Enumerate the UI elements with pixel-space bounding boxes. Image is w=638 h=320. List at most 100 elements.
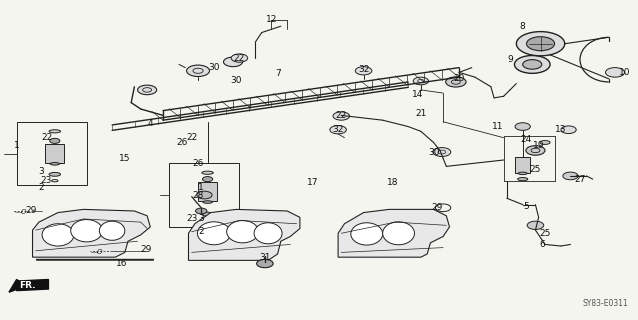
Text: 22: 22 bbox=[234, 53, 245, 62]
Circle shape bbox=[413, 77, 429, 85]
Polygon shape bbox=[9, 279, 26, 292]
Text: 20: 20 bbox=[454, 74, 464, 83]
Ellipse shape bbox=[50, 138, 60, 143]
Ellipse shape bbox=[517, 178, 528, 181]
Ellipse shape bbox=[202, 212, 213, 216]
Circle shape bbox=[516, 32, 565, 56]
Text: 19: 19 bbox=[533, 141, 544, 150]
Text: 30: 30 bbox=[230, 76, 242, 85]
Text: 32: 32 bbox=[358, 65, 369, 74]
Ellipse shape bbox=[540, 140, 550, 144]
Ellipse shape bbox=[202, 177, 212, 182]
Ellipse shape bbox=[50, 163, 59, 165]
Text: 10: 10 bbox=[619, 68, 630, 77]
Text: FR.: FR. bbox=[19, 281, 36, 290]
Text: 23: 23 bbox=[186, 214, 197, 223]
Bar bbox=[17, 122, 87, 186]
Text: 17: 17 bbox=[307, 178, 318, 187]
Circle shape bbox=[256, 260, 273, 268]
Text: 26: 26 bbox=[192, 159, 204, 168]
Polygon shape bbox=[33, 209, 151, 257]
Circle shape bbox=[355, 67, 372, 75]
Ellipse shape bbox=[71, 220, 103, 242]
Text: 9: 9 bbox=[507, 55, 513, 64]
Text: 22: 22 bbox=[41, 133, 52, 142]
Circle shape bbox=[186, 65, 209, 76]
Text: 29: 29 bbox=[431, 203, 443, 212]
Circle shape bbox=[561, 126, 576, 133]
Text: 2: 2 bbox=[198, 227, 204, 236]
Text: 4: 4 bbox=[147, 119, 153, 128]
Circle shape bbox=[223, 57, 242, 67]
Text: 14: 14 bbox=[412, 90, 424, 99]
Text: 22: 22 bbox=[186, 133, 197, 142]
Text: 1: 1 bbox=[198, 183, 204, 192]
Text: 30: 30 bbox=[428, 148, 440, 156]
Polygon shape bbox=[338, 209, 450, 257]
Circle shape bbox=[526, 37, 554, 51]
Circle shape bbox=[527, 221, 544, 229]
Ellipse shape bbox=[42, 224, 74, 246]
Ellipse shape bbox=[49, 172, 61, 176]
Ellipse shape bbox=[254, 223, 282, 244]
Text: 24: 24 bbox=[520, 135, 531, 144]
Circle shape bbox=[197, 191, 212, 199]
Circle shape bbox=[195, 208, 207, 214]
Text: SY83-E0311: SY83-E0311 bbox=[582, 299, 628, 308]
Text: 1: 1 bbox=[14, 141, 20, 150]
Ellipse shape bbox=[197, 222, 230, 245]
Ellipse shape bbox=[203, 201, 212, 203]
Text: 21: 21 bbox=[415, 109, 427, 118]
Ellipse shape bbox=[49, 130, 61, 133]
Circle shape bbox=[514, 55, 550, 73]
Text: 26: 26 bbox=[177, 138, 188, 147]
Bar bbox=[170, 163, 239, 227]
Text: 3: 3 bbox=[38, 167, 43, 176]
Circle shape bbox=[333, 112, 350, 120]
Text: 5: 5 bbox=[523, 202, 529, 211]
Text: 2: 2 bbox=[38, 183, 43, 192]
Text: 30: 30 bbox=[208, 63, 219, 72]
Text: 16: 16 bbox=[116, 259, 128, 268]
Text: 29: 29 bbox=[26, 206, 37, 215]
Ellipse shape bbox=[100, 221, 125, 240]
Bar bbox=[515, 157, 530, 173]
Text: 31: 31 bbox=[259, 253, 271, 262]
Polygon shape bbox=[188, 209, 300, 260]
Text: 22: 22 bbox=[336, 111, 347, 120]
Circle shape bbox=[330, 125, 346, 134]
Text: 11: 11 bbox=[491, 122, 503, 131]
Ellipse shape bbox=[202, 171, 213, 174]
Circle shape bbox=[563, 172, 578, 180]
Bar bbox=[198, 182, 217, 201]
Ellipse shape bbox=[383, 222, 415, 245]
Text: 18: 18 bbox=[387, 178, 398, 187]
Text: 3: 3 bbox=[198, 214, 204, 223]
Text: —O: —O bbox=[15, 209, 27, 215]
Text: 7: 7 bbox=[275, 69, 281, 78]
Text: 25: 25 bbox=[530, 165, 541, 174]
Circle shape bbox=[446, 77, 466, 87]
Text: 12: 12 bbox=[265, 15, 277, 24]
Circle shape bbox=[523, 60, 542, 69]
Text: 15: 15 bbox=[119, 154, 131, 163]
Text: 27: 27 bbox=[574, 175, 586, 184]
Circle shape bbox=[605, 68, 625, 77]
Text: 25: 25 bbox=[539, 229, 551, 238]
Ellipse shape bbox=[351, 223, 383, 245]
Ellipse shape bbox=[518, 172, 527, 175]
Text: 13: 13 bbox=[555, 125, 567, 134]
Circle shape bbox=[526, 146, 545, 155]
Circle shape bbox=[433, 148, 451, 156]
Text: 28: 28 bbox=[192, 190, 204, 200]
Polygon shape bbox=[17, 279, 48, 291]
Text: 32: 32 bbox=[332, 125, 344, 134]
Text: 8: 8 bbox=[520, 22, 526, 31]
Circle shape bbox=[138, 85, 157, 95]
Text: 6: 6 bbox=[539, 240, 545, 249]
Text: 23: 23 bbox=[41, 176, 52, 185]
Bar bbox=[45, 144, 64, 163]
Circle shape bbox=[515, 123, 530, 130]
Text: 29: 29 bbox=[140, 245, 152, 254]
Text: —O: —O bbox=[91, 249, 103, 255]
